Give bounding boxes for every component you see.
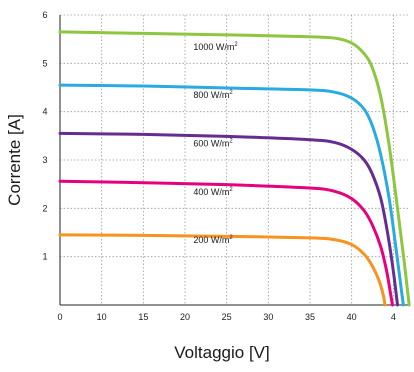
x-tick-label: 15 [138,312,148,322]
y-tick-label: 2 [42,203,47,213]
x-axis-title: Voltaggio [V] [174,343,269,362]
y-axis-title: Corrente [A] [5,114,24,206]
series-line-5 [58,233,387,307]
series-label-4: 400 W/m2 [193,187,233,197]
y-tick-label: 1 [42,252,47,262]
x-tick-label: 20 [180,312,190,322]
series-group [58,30,411,307]
series-line-1 [58,30,411,307]
x-tick-label: 10 [97,312,107,322]
series-line-4 [58,179,394,307]
x-tick-label: 0 [57,312,62,322]
x-tick-label: 4 [391,312,396,322]
y-tick-label: 5 [42,58,47,68]
y-tick-label: 6 [42,10,47,20]
x-tick-label: 30 [263,312,273,322]
x-tick-label: 40 [347,312,357,322]
axes [59,15,410,306]
series-labels: 1000 W/m2 800 W/m2 600 W/m2 400 W/m2 200 W/m… [193,42,238,245]
x-tick-label: 35 [305,312,315,322]
series-line-2 [58,83,405,307]
grid [60,14,410,305]
tick-labels: 0 10 15 20 25 30 35 40 4 1 2 3 4 5 6 [42,10,395,322]
series-label-1: 1000 W/m2 [193,42,238,52]
series-label-5: 200 W/m2 [193,235,233,245]
series-label-3: 600 W/m2 [193,138,233,148]
series-label-2: 800 W/m2 [193,90,233,100]
y-tick-label: 4 [42,107,47,117]
y-tick-label: 3 [42,155,47,165]
series-line-3 [58,131,399,307]
x-tick-label: 25 [222,312,232,322]
